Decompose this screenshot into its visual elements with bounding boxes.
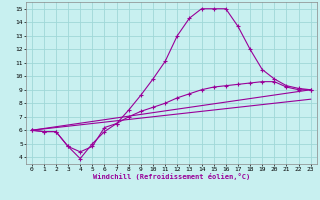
X-axis label: Windchill (Refroidissement éolien,°C): Windchill (Refroidissement éolien,°C) — [92, 173, 250, 180]
